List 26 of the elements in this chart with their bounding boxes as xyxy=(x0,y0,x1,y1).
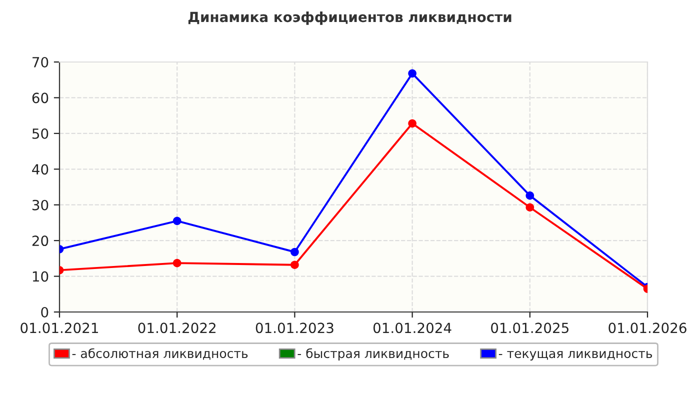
y-tick-label: 50 xyxy=(32,128,48,139)
point xyxy=(408,69,416,78)
x-tick-label: 01.01.2024 xyxy=(373,322,452,334)
legend-label: - быстрая ликвидность xyxy=(298,348,449,361)
y-tick-label: 0 xyxy=(41,306,48,318)
y-tick-label: 40 xyxy=(32,164,48,175)
x-tick-label: 01.01.2026 xyxy=(608,322,686,334)
x-tick-label: 01.01.2022 xyxy=(138,322,216,334)
legend-label: - абсолютная ликвидность xyxy=(72,348,248,360)
point xyxy=(290,260,299,270)
point xyxy=(526,191,534,200)
point xyxy=(526,203,534,212)
point xyxy=(172,258,182,268)
chart-title: Динамика коэффициентов ликвидности xyxy=(188,11,512,25)
point xyxy=(172,216,182,226)
y-tick-label: 70 xyxy=(32,56,48,68)
y-tick-label: 10 xyxy=(32,271,48,282)
x-tick-label: 01.01.2021 xyxy=(20,322,98,334)
y-tick-label: 30 xyxy=(32,200,48,210)
point xyxy=(290,248,299,256)
x-tick-label: 01.01.2025 xyxy=(491,322,568,334)
legend-label: - текущая ликвидность xyxy=(498,350,652,361)
y-tick-label: 60 xyxy=(32,92,48,104)
x-tick-label: 01.01.2023 xyxy=(256,322,334,334)
y-tick-label: 20 xyxy=(32,236,48,246)
point xyxy=(408,119,416,128)
